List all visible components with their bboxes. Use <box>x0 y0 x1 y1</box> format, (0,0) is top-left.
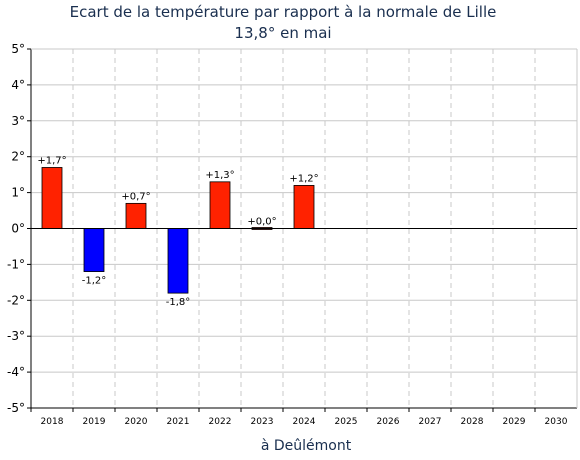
y-tick-label: 3° <box>11 114 25 128</box>
x-axis-ticks: 2018 2019 2020 2021 2022 2023 2024 2025 2026 2027… <box>30 408 568 427</box>
y-tick-label: -3° <box>7 329 25 343</box>
data-label-2021: -1,8° <box>166 297 191 308</box>
data-label-2024: +1,2° <box>289 173 318 184</box>
x-tick-label: 2021 <box>167 417 190 427</box>
data-labels: +1,7° -1,2° +0,7° -1,8° +1,3° +0,0° +1,2° <box>37 155 318 308</box>
bar-2019 <box>83 228 105 272</box>
x-tick-label: 2020 <box>125 417 148 427</box>
x-tick-label: 2025 <box>335 417 358 427</box>
y-tick-label: -4° <box>7 365 25 379</box>
x-tick-label: 2027 <box>419 417 442 427</box>
y-tick-label: 1° <box>11 186 25 200</box>
x-tick-label: 2026 <box>377 417 400 427</box>
bars <box>41 167 315 294</box>
x-tick-label: 2022 <box>209 417 232 427</box>
bar-2022 <box>209 181 231 229</box>
y-axis-ticks: 5° 4° 3° 2° 1° 0° -1° -2° -3° -4° -5° <box>7 42 31 415</box>
y-tick-label: -2° <box>7 293 25 307</box>
chart-title: Ecart de la température par rapport à la… <box>70 3 497 21</box>
x-tick-label: 2028 <box>461 417 484 427</box>
y-tick-label: 2° <box>11 150 25 164</box>
data-label-2019: -1,2° <box>82 276 107 287</box>
x-tick-label: 2024 <box>293 417 316 427</box>
chart-subtitle: 13,8° en mai <box>234 24 331 42</box>
x-tick-label: 2018 <box>41 417 64 427</box>
y-tick-label: 0° <box>11 222 25 236</box>
x-tick-label: 2019 <box>83 417 106 427</box>
y-tick-label: -1° <box>7 257 25 271</box>
data-label-2020: +0,7° <box>121 191 150 202</box>
y-tick-label: 5° <box>11 42 25 56</box>
axes <box>30 48 578 409</box>
bar-2024 <box>293 185 315 229</box>
x-tick-label: 2029 <box>503 417 526 427</box>
x-axis-label: à Deûlémont <box>261 438 352 454</box>
x-tick-label: 2023 <box>251 417 274 427</box>
data-label-2023: +0,0° <box>247 217 276 228</box>
y-tick-label: 4° <box>11 78 25 92</box>
bar-2020 <box>125 202 147 229</box>
grid-lines <box>31 49 577 408</box>
y-tick-label: -5° <box>7 401 25 415</box>
data-label-2018: +1,7° <box>37 155 66 166</box>
bar-2018 <box>41 167 63 229</box>
data-label-2022: +1,3° <box>205 170 234 181</box>
x-tick-label: 2030 <box>545 417 568 427</box>
bar-2021 <box>167 228 189 294</box>
